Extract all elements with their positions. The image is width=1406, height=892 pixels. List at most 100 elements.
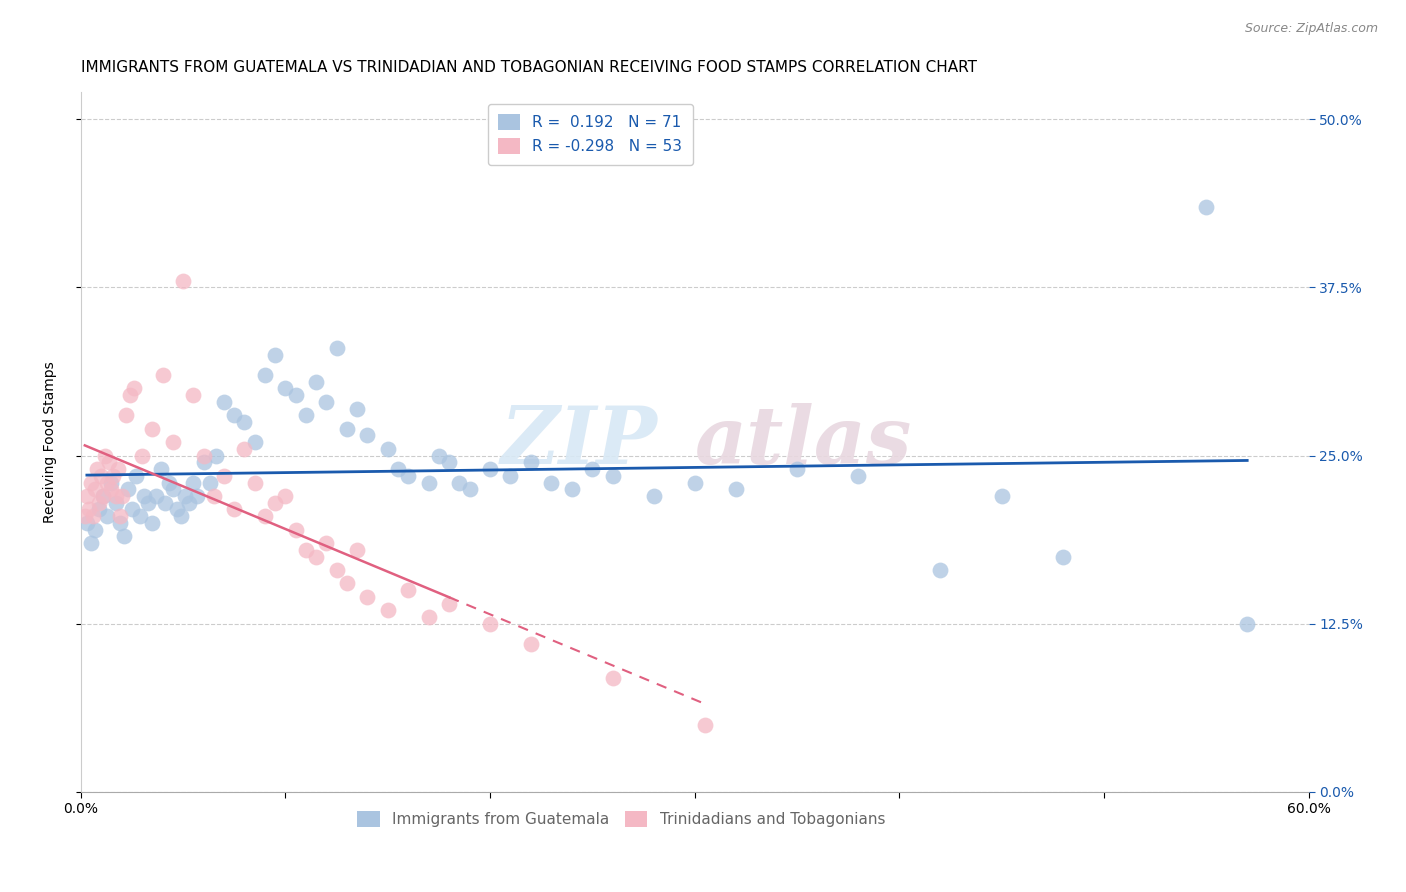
Point (136, 496, 159, 510)
Point (264, 496, 287, 510)
Point (224, 409, 246, 423)
Point (315, 536, 337, 550)
Point (100, 475, 122, 490)
Point (141, 516, 163, 530)
Point (315, 394, 337, 409)
Point (112, 529, 135, 543)
Point (243, 435, 266, 450)
Point (121, 502, 143, 516)
Point (76, 489, 98, 503)
Point (212, 468, 235, 483)
Point (602, 468, 624, 483)
Point (96, 509, 118, 524)
Point (305, 375, 328, 389)
Point (94, 449, 117, 463)
Point (122, 381, 145, 395)
Point (233, 415, 256, 429)
Point (108, 509, 131, 524)
Point (848, 468, 870, 483)
Point (233, 442, 256, 456)
Point (107, 462, 129, 476)
Point (145, 489, 167, 503)
Point (141, 422, 163, 436)
Point (204, 449, 226, 463)
Point (274, 381, 297, 395)
Point (540, 475, 562, 490)
Point (104, 489, 127, 503)
Point (929, 563, 952, 577)
Point (89, 502, 111, 516)
Point (786, 462, 808, 476)
Point (520, 637, 543, 651)
Point (336, 422, 359, 436)
Point (76, 516, 98, 530)
Point (149, 462, 172, 476)
Point (325, 563, 347, 577)
Point (1236, 616, 1258, 631)
Point (499, 468, 522, 483)
Point (202, 489, 225, 503)
Point (253, 509, 276, 524)
Point (131, 449, 153, 463)
Y-axis label: Receiving Food Stamps: Receiving Food Stamps (44, 361, 58, 523)
Point (86, 462, 108, 476)
Point (418, 610, 440, 624)
Point (108, 516, 131, 530)
Point (377, 442, 399, 456)
Point (96, 475, 118, 490)
Point (284, 523, 307, 537)
Point (84, 523, 107, 537)
Point (1052, 549, 1074, 564)
Point (427, 449, 450, 463)
Point (166, 502, 188, 516)
Point (253, 368, 276, 382)
Point (305, 549, 328, 564)
Point (356, 428, 378, 442)
Point (602, 671, 624, 685)
Point (224, 502, 246, 516)
Point (172, 274, 194, 288)
Point (458, 483, 481, 497)
Point (104, 496, 127, 510)
Point (103, 468, 125, 483)
Point (84, 483, 107, 497)
Point (157, 475, 180, 490)
Point (212, 394, 235, 409)
Point (693, 717, 716, 731)
Point (100, 483, 122, 497)
Point (356, 590, 378, 604)
Text: atlas: atlas (695, 403, 912, 481)
Point (449, 475, 471, 490)
Point (193, 455, 215, 469)
Point (724, 483, 747, 497)
Point (80, 536, 103, 550)
Point (198, 475, 221, 490)
Point (125, 468, 148, 483)
Point (89, 496, 111, 510)
Point (170, 509, 193, 524)
Point (479, 462, 502, 476)
Point (82, 509, 104, 524)
Point (90, 468, 112, 483)
Point (181, 388, 204, 402)
Point (134, 489, 156, 503)
Point (387, 462, 409, 476)
Point (111, 489, 134, 503)
Point (243, 475, 266, 490)
Text: IMMIGRANTS FROM GUATEMALA VS TRINIDADIAN AND TOBAGONIAN RECEIVING FOOD STAMPS CO: IMMIGRANTS FROM GUATEMALA VS TRINIDADIAN… (80, 60, 977, 75)
Point (152, 368, 174, 382)
Point (295, 409, 318, 423)
Point (295, 542, 318, 557)
Point (418, 475, 440, 490)
Point (153, 496, 176, 510)
Point (325, 341, 347, 355)
Point (377, 603, 399, 617)
Point (91, 489, 114, 503)
Point (284, 388, 307, 402)
Text: ZIP: ZIP (501, 403, 658, 481)
Point (520, 455, 543, 469)
Point (561, 483, 583, 497)
Point (162, 435, 184, 450)
Point (193, 449, 215, 463)
Point (162, 483, 184, 497)
